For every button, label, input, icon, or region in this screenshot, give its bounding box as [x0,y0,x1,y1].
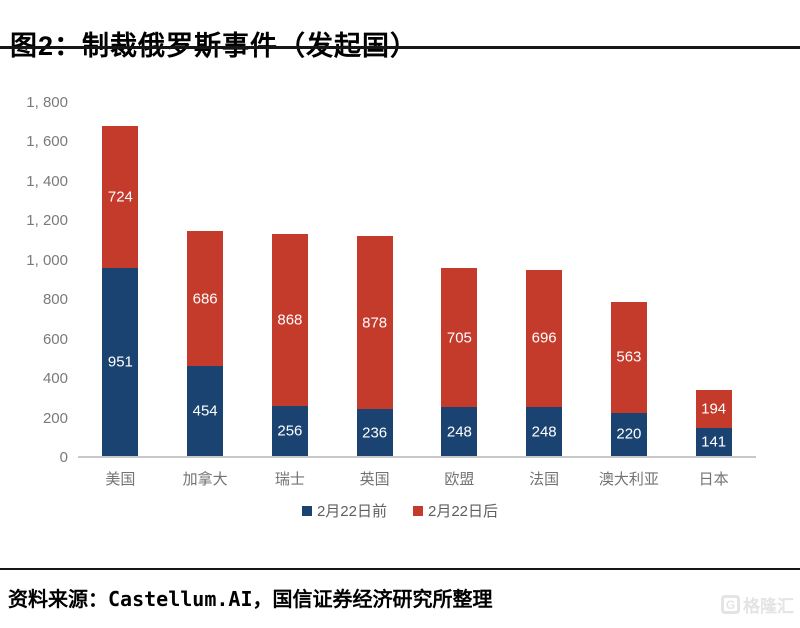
bar-segment: 454 [187,366,224,456]
legend-item: 2月22日后 [413,500,498,521]
bar-stack: 236 878 [356,236,393,456]
bar-segment: 868 [271,234,308,406]
watermark-text: 格隆汇 [743,597,794,616]
bar-value-label: 563 [616,348,642,366]
bar-value-label: 724 [107,188,133,206]
bar-column: 220 563 [587,103,672,456]
bar-value-label: 236 [362,424,388,442]
bar-column: 236 878 [332,103,417,456]
x-axis: 美国 加拿大 瑞士 英国 欧盟 法国 澳大利亚 日本 [78,468,756,489]
y-axis: 0 200 400 600 800 1, 000 1, 200 1, 400 1, 600 1, … [0,94,72,466]
bar-stack: 220 563 [610,301,647,456]
bar-value-label: 454 [192,402,218,420]
bar-column: 141 194 [671,103,756,456]
watermark: G 格隆汇 [721,592,794,617]
bar-stack: 248 705 [441,268,478,456]
x-axis-label: 加拿大 [182,471,228,488]
y-tick-label: 1, 000 [26,251,68,269]
bar-segment: 141 [695,428,732,456]
bar-value-label: 686 [192,290,218,308]
x-axis-label: 欧盟 [444,471,475,488]
bar-series-container: 951 724 454 686 256 868 236 878 248 705 248 696 220 5… [78,103,756,456]
legend: 2月22日前 2月22日后 [0,500,800,521]
bar-value-label: 868 [277,311,303,329]
y-tick-label: 1, 600 [26,133,68,151]
bar-value-label: 878 [362,314,388,332]
y-tick-label: 1, 400 [26,172,68,190]
bar-segment: 248 [526,407,563,456]
x-axis-label: 美国 [105,471,136,488]
bar-segment: 696 [526,269,563,408]
y-tick-label: 400 [42,370,68,388]
bar-stack: 248 696 [526,269,563,456]
bar-column: 454 686 [163,103,248,456]
bar-value-label: 696 [531,329,557,347]
bar-value-label: 705 [446,329,472,347]
bar-segment: 236 [356,409,393,456]
bar-column: 951 724 [78,103,163,456]
y-tick-label: 800 [42,291,68,309]
legend-swatch-icon [301,505,312,516]
figure-title: 图2：制裁俄罗斯事件（发起国） [10,31,419,62]
bar-value-label: 141 [701,433,727,451]
legend-label: 2月22日后 [428,503,499,520]
bar-column: 248 705 [417,103,502,456]
bar-segment: 220 [610,412,647,456]
x-axis-label: 英国 [359,471,390,488]
source-text: 资料来源：Castellum.AI，国信证券经济研究所整理 [8,587,493,611]
bar-stack: 141 194 [695,389,732,456]
bar-stack: 454 686 [187,231,224,456]
legend-swatch-icon [413,505,423,516]
footer-divider [0,568,800,570]
x-axis-label: 法国 [529,471,560,488]
y-tick-label: 1, 200 [26,212,68,230]
bar-stack: 256 868 [271,234,308,456]
y-tick-label: 1, 800 [26,94,68,111]
bar-value-label: 256 [277,422,303,440]
y-tick-label: 0 [59,449,68,466]
bar-value-label: 220 [616,425,642,443]
y-tick-label: 600 [42,330,68,348]
legend-item: 2月22日前 [301,500,387,521]
gelonghui-logo-icon: G [721,595,740,614]
bar-column: 256 868 [248,103,333,456]
bar-segment: 724 [102,125,139,269]
y-tick-label: 200 [42,409,68,427]
bar-segment: 248 [441,407,478,456]
bar-segment: 951 [102,268,139,456]
legend-label: 2月22日前 [316,503,387,520]
bar-value-label: 248 [446,423,472,441]
bar-segment: 878 [356,236,393,410]
bar-column: 248 696 [502,103,587,456]
bar-segment: 705 [441,268,478,408]
x-axis-label: 澳大利亚 [598,471,659,488]
bar-stack: 951 724 [102,125,139,456]
bar-value-label: 194 [701,400,727,418]
plot-area: 951 724 454 686 256 868 236 878 248 705 248 696 220 5… [78,103,756,458]
x-axis-label: 瑞士 [274,471,305,488]
bar-segment: 256 [271,405,308,456]
bar-value-label: 248 [531,423,557,441]
bar-segment: 194 [695,389,732,429]
bar-value-label: 951 [107,353,133,371]
x-axis-label: 日本 [698,471,729,488]
title-divider [0,46,800,49]
bar-segment: 563 [610,301,647,413]
bar-segment: 686 [187,231,224,367]
